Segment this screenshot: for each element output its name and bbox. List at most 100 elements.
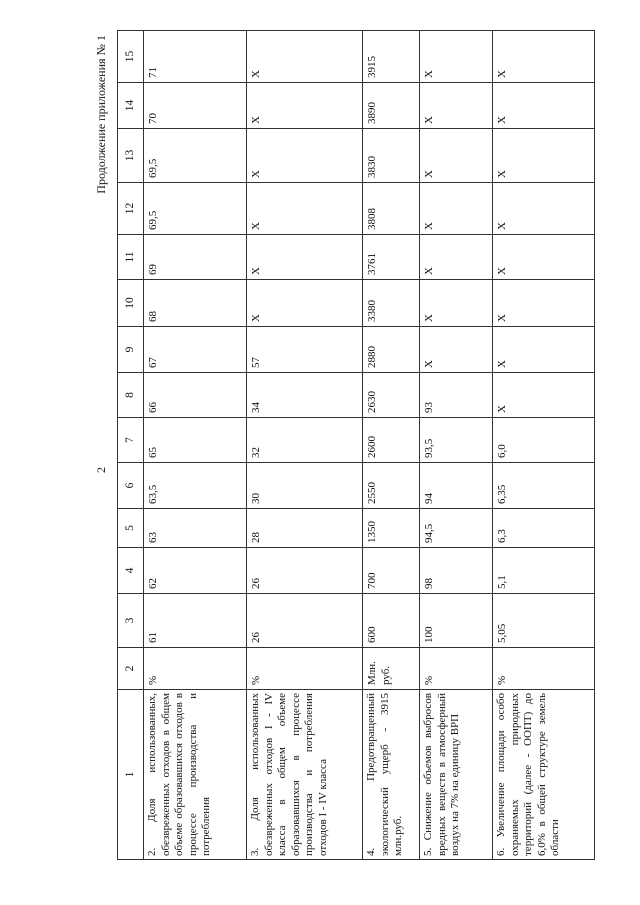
- column-header: 6: [117, 462, 144, 509]
- value-cell: 93: [419, 372, 493, 418]
- value-cell: X: [246, 279, 363, 327]
- value-cell: 67: [143, 326, 247, 373]
- column-header: 4: [117, 547, 144, 594]
- value-cell: X: [492, 372, 595, 418]
- value-cell: 26: [246, 547, 363, 594]
- value-cell: 68: [143, 279, 247, 327]
- value-cell: 57: [246, 326, 363, 373]
- value-cell: 3761: [362, 234, 420, 280]
- value-cell: X: [246, 182, 363, 235]
- unit-cell: %: [419, 647, 493, 690]
- value-cell: 100: [419, 593, 493, 648]
- column-header: 11: [117, 234, 144, 280]
- value-cell: 2630: [362, 372, 420, 418]
- value-cell: X: [492, 182, 595, 235]
- column-header: 7: [117, 417, 144, 463]
- value-cell: 69: [143, 234, 247, 280]
- value-cell: 32: [246, 417, 363, 463]
- column-header: 14: [117, 82, 144, 129]
- indicator-description: 2. Доля использованных, обезвреженных от…: [143, 689, 247, 860]
- column-header: 9: [117, 326, 144, 373]
- value-cell: 600: [362, 593, 420, 648]
- column-header: 3: [117, 593, 144, 648]
- value-cell: 26: [246, 593, 363, 648]
- value-cell: 63,5: [143, 462, 247, 509]
- value-cell: 70: [143, 82, 247, 129]
- value-cell: 700: [362, 547, 420, 594]
- value-cell: 98: [419, 547, 493, 594]
- value-cell: 3915: [362, 30, 420, 83]
- value-cell: 63: [143, 508, 247, 548]
- value-cell: X: [419, 182, 493, 235]
- appendix-caption: Продолжение приложения № 1: [94, 35, 108, 194]
- value-cell: 65: [143, 417, 247, 463]
- table-row: 6. Увеличение площади особо охраняемых п…: [492, 30, 595, 860]
- table-row: 4. Предотвращенный экологический ущерб -…: [362, 30, 420, 860]
- value-cell: 3830: [362, 128, 420, 183]
- value-cell: 93,5: [419, 417, 493, 463]
- indicators-table: 1 2 3 4 5 6 7 8 9 10 11 12 13 14 15 2. Доля использова…: [117, 30, 595, 860]
- value-cell: 6,35: [492, 462, 595, 509]
- value-cell: 5,1: [492, 547, 595, 594]
- unit-cell: Млн. руб.: [362, 647, 420, 690]
- column-header: 15: [117, 30, 144, 83]
- value-cell: X: [246, 128, 363, 183]
- value-cell: 66: [143, 372, 247, 418]
- value-cell: X: [492, 30, 595, 83]
- value-cell: 1350: [362, 508, 420, 548]
- value-cell: 2550: [362, 462, 420, 509]
- value-cell: 69,5: [143, 128, 247, 183]
- value-cell: 3808: [362, 182, 420, 235]
- column-header: 13: [117, 128, 144, 183]
- table-row: 5. Снижение объемов выбросов вредных вещ…: [419, 30, 493, 860]
- column-header: 1: [117, 689, 144, 860]
- column-header: 10: [117, 279, 144, 327]
- value-cell: X: [246, 82, 363, 129]
- value-cell: X: [492, 279, 595, 327]
- value-cell: X: [419, 279, 493, 327]
- value-cell: X: [492, 234, 595, 280]
- value-cell: X: [419, 128, 493, 183]
- value-cell: X: [492, 326, 595, 373]
- value-cell: 71: [143, 30, 247, 83]
- value-cell: 30: [246, 462, 363, 509]
- value-cell: 2600: [362, 417, 420, 463]
- value-cell: 5,05: [492, 593, 595, 648]
- value-cell: 3380: [362, 279, 420, 327]
- column-header: 12: [117, 182, 144, 235]
- page-number: 2: [94, 467, 108, 473]
- column-header: 2: [117, 647, 144, 690]
- indicator-description: 5. Снижение объемов выбросов вредных вещ…: [419, 689, 493, 860]
- table-row: 2. Доля использованных, обезвреженных от…: [143, 30, 247, 860]
- value-cell: 2880: [362, 326, 420, 373]
- value-cell: 94,5: [419, 508, 493, 548]
- column-header: 8: [117, 372, 144, 418]
- value-cell: 6,3: [492, 508, 595, 548]
- value-cell: 69,5: [143, 182, 247, 235]
- table-row: 3. Доля использованных обезвреженных отх…: [246, 30, 363, 860]
- unit-cell: %: [492, 647, 595, 690]
- unit-cell: %: [143, 647, 247, 690]
- value-cell: 3890: [362, 82, 420, 129]
- value-cell: 34: [246, 372, 363, 418]
- unit-cell: %: [246, 647, 363, 690]
- value-cell: X: [492, 82, 595, 129]
- value-cell: X: [419, 82, 493, 129]
- value-cell: X: [492, 128, 595, 183]
- value-cell: X: [419, 234, 493, 280]
- value-cell: X: [246, 234, 363, 280]
- value-cell: X: [246, 30, 363, 83]
- indicator-description: 3. Доля использованных обезвреженных отх…: [246, 689, 363, 860]
- value-cell: 6,0: [492, 417, 595, 463]
- value-cell: 62: [143, 547, 247, 594]
- value-cell: 61: [143, 593, 247, 648]
- value-cell: 94: [419, 462, 493, 509]
- value-cell: 28: [246, 508, 363, 548]
- value-cell: X: [419, 30, 493, 83]
- indicator-description: 6. Увеличение площади особо охраняемых п…: [492, 689, 595, 860]
- header-row: 1 2 3 4 5 6 7 8 9 10 11 12 13 14 15: [117, 30, 144, 860]
- value-cell: X: [419, 326, 493, 373]
- column-header: 5: [117, 508, 144, 548]
- indicator-description: 4. Предотвращенный экологический ущерб -…: [362, 689, 420, 860]
